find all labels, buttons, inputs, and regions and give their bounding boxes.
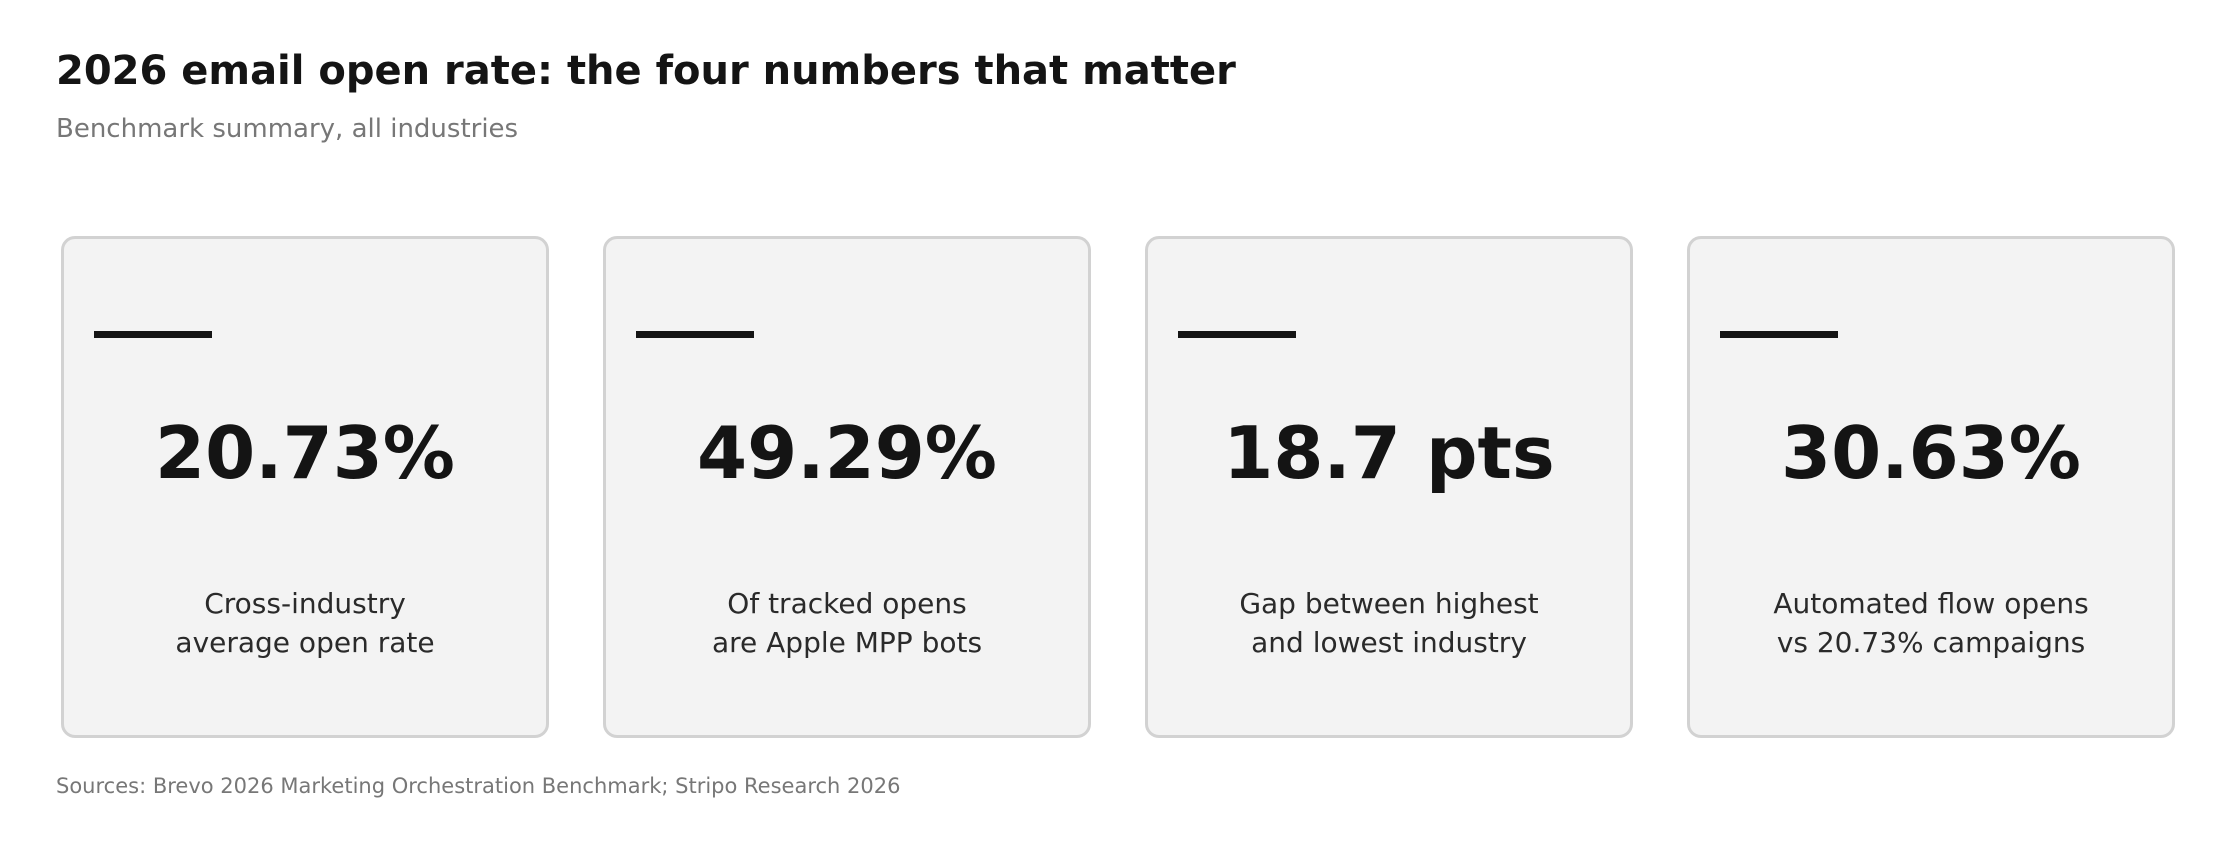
stat-caption-line: and lowest industry: [1251, 626, 1527, 659]
stat-value: 18.7 pts: [1223, 411, 1555, 495]
card-accent-bar: [1720, 331, 1838, 338]
stat-caption-line: are Apple MPP bots: [711, 626, 983, 659]
stat-value: 49.29%: [697, 411, 997, 495]
stat-caption: Of tracked opens are Apple MPP bots: [606, 584, 1088, 662]
stat-value: 20.73%: [155, 411, 455, 495]
card-accent-bar: [636, 331, 754, 338]
stat-card-average-open-rate: 20.73% Cross-industry average open rate: [61, 236, 549, 738]
stat-caption-line: Automated flow opens: [1773, 587, 2089, 620]
stat-caption: Automated flow opens vs 20.73% campaigns: [1690, 584, 2172, 662]
stat-caption-line: Cross-industry: [204, 587, 406, 620]
chart-title: 2026 email open rate: the four numbers t…: [56, 48, 1236, 94]
stat-card-apple-mpp: 49.29% Of tracked opens are Apple MPP bo…: [603, 236, 1091, 738]
chart-subtitle: Benchmark summary, all industries: [56, 114, 519, 144]
stat-caption: Cross-industry average open rate: [64, 584, 546, 662]
stat-caption-line: Of tracked opens: [727, 587, 967, 620]
card-accent-bar: [1178, 331, 1296, 338]
sources-footnote: Sources: Brevo 2026 Marketing Orchestrat…: [56, 774, 901, 798]
stat-caption-line: Gap between highest: [1239, 587, 1539, 620]
stat-card-automated-flows: 30.63% Automated flow opens vs 20.73% ca…: [1687, 236, 2175, 738]
card-accent-bar: [94, 331, 212, 338]
stat-value: 30.63%: [1781, 411, 2081, 495]
stat-caption-line: average open rate: [175, 626, 435, 659]
stat-card-industry-gap: 18.7 pts Gap between highest and lowest …: [1145, 236, 1633, 738]
stat-caption: Gap between highest and lowest industry: [1148, 584, 1630, 662]
stat-caption-line: vs 20.73% campaigns: [1776, 626, 2086, 659]
